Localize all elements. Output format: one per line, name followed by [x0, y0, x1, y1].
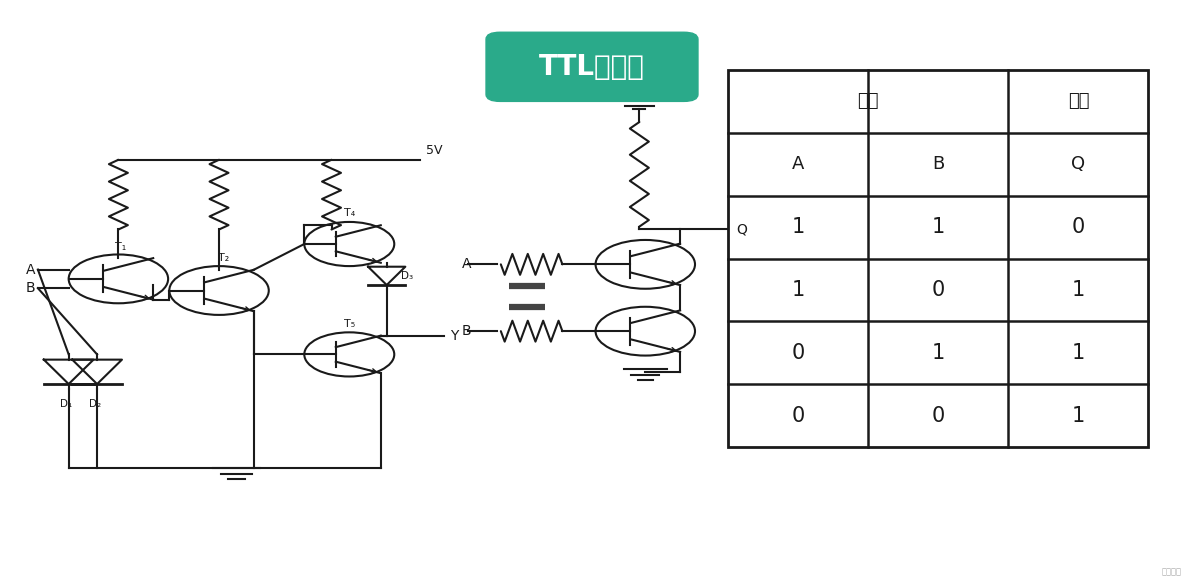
Text: 5V: 5V — [426, 144, 443, 157]
Text: 1: 1 — [1072, 406, 1085, 426]
Text: D₁: D₁ — [60, 399, 72, 408]
Text: B: B — [462, 324, 471, 338]
Text: 0: 0 — [932, 406, 945, 426]
Text: 1: 1 — [932, 217, 945, 237]
Text: T₄: T₄ — [343, 208, 355, 218]
Text: 图说工程: 图说工程 — [1162, 568, 1182, 576]
Text: 1: 1 — [792, 280, 805, 300]
Text: D₂: D₂ — [89, 399, 101, 408]
Text: 1: 1 — [932, 343, 945, 363]
Text: T₅: T₅ — [343, 318, 355, 328]
Bar — [728, 70, 1148, 447]
Text: T₁: T₁ — [115, 242, 127, 252]
Text: A: A — [462, 257, 471, 271]
Text: 1: 1 — [1072, 343, 1085, 363]
Text: TTL与非门: TTL与非门 — [539, 53, 645, 81]
Text: 1: 1 — [792, 217, 805, 237]
Text: 输出: 输出 — [1068, 92, 1089, 110]
Text: 0: 0 — [792, 406, 805, 426]
Text: 0: 0 — [1072, 217, 1085, 237]
FancyBboxPatch shape — [487, 32, 697, 101]
Text: Y: Y — [450, 329, 458, 343]
Text: 0: 0 — [932, 280, 945, 300]
Text: B: B — [932, 155, 945, 173]
Text: 输入: 输入 — [857, 92, 879, 110]
Text: 1: 1 — [1072, 280, 1085, 300]
Text: A: A — [26, 263, 36, 277]
Text: VCC: VCC — [629, 92, 650, 102]
Text: D₃: D₃ — [401, 271, 413, 281]
Text: Q: Q — [736, 223, 747, 236]
Text: B: B — [26, 281, 36, 295]
Text: 0: 0 — [792, 343, 805, 363]
Text: T₂: T₂ — [218, 253, 230, 263]
Text: A: A — [792, 155, 804, 173]
Text: Q: Q — [1072, 155, 1086, 173]
